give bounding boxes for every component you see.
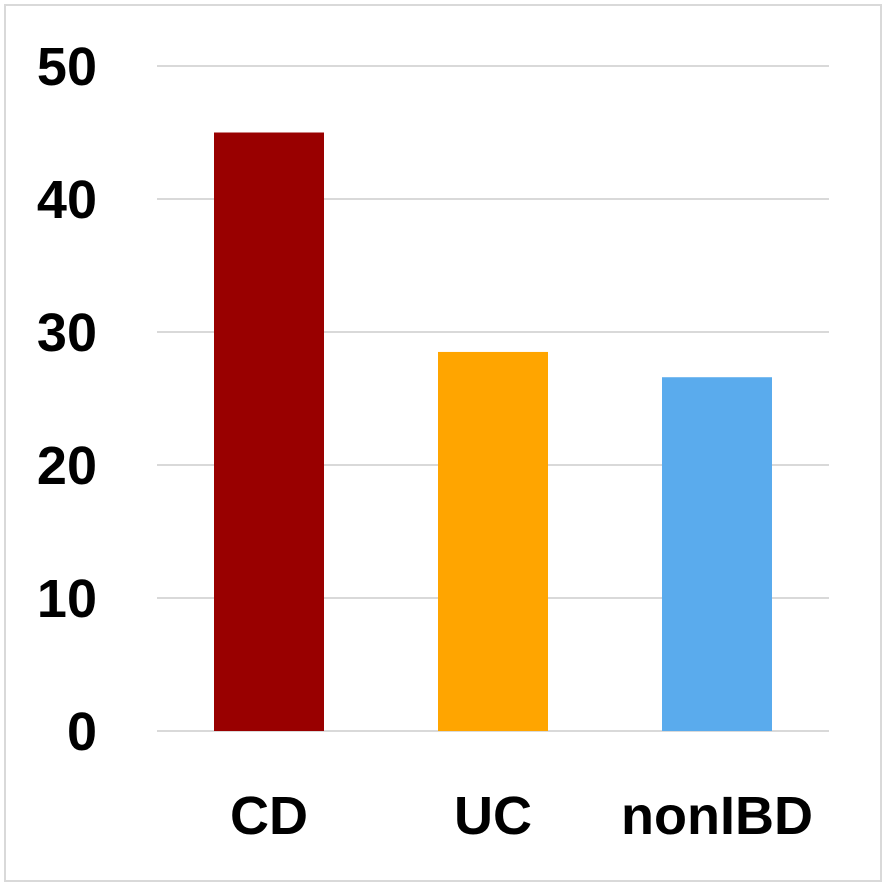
bar-nonibd bbox=[662, 377, 772, 731]
x-category-label-nonibd: nonIBD bbox=[621, 786, 813, 846]
x-axis-category-labels: CD UC nonIBD bbox=[230, 786, 813, 846]
y-tick-label-40: 40 bbox=[37, 170, 97, 230]
y-axis-tick-labels: 0 10 20 30 40 50 bbox=[37, 37, 97, 762]
y-tick-label-50: 50 bbox=[37, 37, 97, 97]
y-tick-label-20: 20 bbox=[37, 436, 97, 496]
y-tick-label-10: 10 bbox=[37, 569, 97, 629]
x-category-label-uc: UC bbox=[454, 786, 532, 846]
y-tick-label-30: 30 bbox=[37, 303, 97, 363]
x-category-label-cd: CD bbox=[230, 786, 308, 846]
bar-cd bbox=[214, 132, 324, 731]
bars bbox=[214, 132, 772, 731]
y-tick-label-0: 0 bbox=[67, 702, 97, 762]
bar-uc bbox=[438, 351, 548, 731]
